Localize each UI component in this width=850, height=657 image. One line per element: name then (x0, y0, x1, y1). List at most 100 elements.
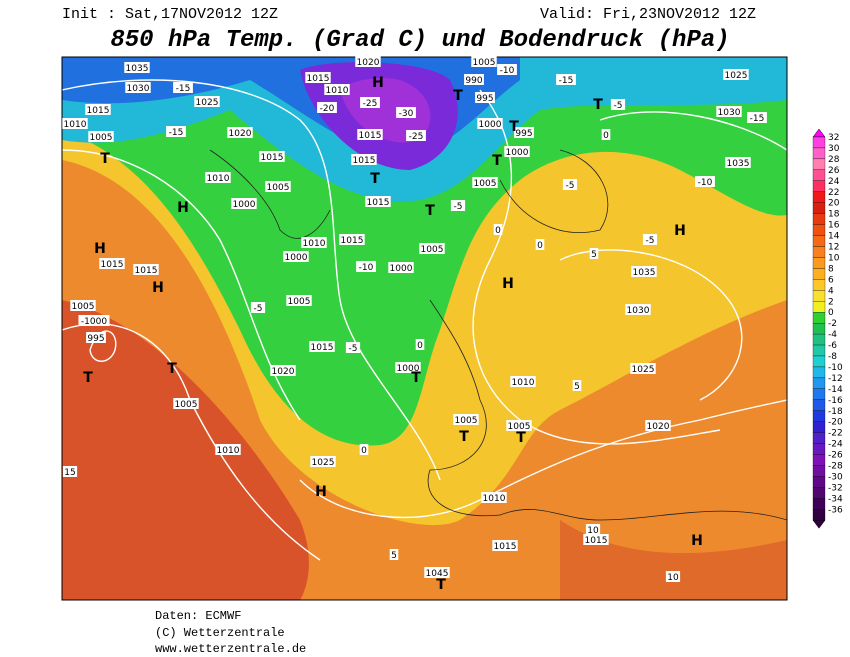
label-box (535, 239, 545, 250)
isoline-label: 1020 (647, 422, 670, 432)
label-box (324, 84, 350, 95)
label-box (481, 492, 507, 503)
isoline-label: 1005 (421, 245, 444, 255)
isoline-label: 1005 (455, 416, 478, 426)
label-box (642, 234, 658, 245)
label-box (215, 444, 241, 455)
label-box (450, 200, 466, 211)
isoline-label: -5 (566, 181, 575, 191)
pressure-center: H (372, 75, 384, 91)
colorbar-segment (812, 476, 826, 488)
colorbar-label: -36 (828, 505, 843, 515)
colorbar-segment (812, 344, 826, 357)
label-box (173, 82, 193, 93)
label-box (365, 196, 391, 207)
isoline-label: 990 (465, 76, 482, 86)
label-box (205, 172, 231, 183)
label-box (723, 69, 749, 80)
colorbar-label: 8 (828, 264, 834, 274)
colorbar-label: -2 (828, 319, 837, 329)
isobars (62, 79, 787, 561)
isoline-label: 1005 (473, 58, 496, 68)
label-box (645, 420, 671, 431)
isoline-label: 1030 (627, 306, 650, 316)
isoline-label: 0 (361, 446, 367, 456)
map-title: 850 hPa Temp. (Grad C) und Bodendruck (h… (110, 27, 729, 54)
colorbar-label: 12 (828, 243, 839, 253)
isoline-label: 1010 (64, 120, 87, 130)
isoline-label: -5 (614, 101, 623, 111)
pressure-center: T (509, 119, 519, 135)
isoline-label: 1005 (474, 179, 497, 189)
isoline-label: 1010 (326, 86, 349, 96)
colorbar-segment (812, 213, 826, 225)
data-source: Daten: ECMWF (155, 609, 241, 623)
pressure-center: T (370, 171, 380, 187)
colorbar-segment (812, 180, 826, 192)
isoline-label: 5 (574, 382, 580, 392)
isoline-label: 1005 (267, 183, 290, 193)
isoline-label: 995 (87, 334, 104, 344)
label-box (497, 64, 517, 75)
isoline-label: -15 (169, 128, 184, 138)
colorbar-segment (812, 158, 826, 170)
isoline-label: 1035 (633, 268, 656, 278)
colorbar-segment (812, 388, 826, 400)
colorbar-segment (812, 235, 826, 247)
isoline-label: -5 (254, 304, 263, 314)
label-box (562, 179, 578, 190)
label-box (351, 154, 377, 165)
colorbar-label: 16 (828, 221, 840, 231)
isoline-label: -20 (320, 104, 335, 114)
cold-core (340, 78, 431, 143)
label-box (583, 534, 609, 545)
colorbar-segment (812, 399, 826, 411)
colorbar-segment (812, 410, 826, 422)
isoline-label: 5 (591, 250, 597, 260)
colorbar-segment (812, 465, 826, 477)
isoline-label: -15 (176, 84, 191, 94)
isoline-label: 1015 (307, 74, 330, 84)
isoline-label: 1030 (127, 84, 150, 94)
isoline-label: 15 (64, 468, 75, 478)
isoline-label: 10 (587, 526, 599, 536)
label-box (133, 264, 159, 275)
isoline-label: 1015 (311, 343, 334, 353)
pressure-center: H (94, 241, 106, 257)
colorbar-label: -24 (828, 440, 843, 450)
coastlines (209, 149, 787, 521)
isoline-label: 1010 (483, 494, 506, 504)
isoline-label: 0 (537, 241, 543, 251)
label-box (227, 127, 253, 138)
colorbar-label: 30 (828, 144, 840, 154)
label-box (665, 571, 681, 582)
isoline-label: 1015 (87, 106, 110, 116)
isoline-label: -25 (363, 99, 378, 109)
colorbar-segment (812, 443, 826, 455)
isoline-label: 1005 (72, 302, 95, 312)
label-box (472, 177, 498, 188)
isoline-label: -30 (399, 109, 414, 119)
isoline-label: 1025 (196, 98, 219, 108)
colorbar-label: 4 (828, 286, 834, 296)
label-box (389, 549, 399, 560)
label-box (359, 444, 369, 455)
isoline-label: 10 (667, 573, 679, 583)
colorbar-segment (812, 322, 826, 335)
label-box (166, 126, 186, 137)
colorbar-cap (812, 520, 826, 529)
isoline-label: 1000 (397, 364, 420, 374)
label-box (62, 466, 78, 477)
label-box (309, 341, 335, 352)
colorbar-segment (812, 377, 826, 389)
colorbar-label: 18 (828, 210, 840, 220)
isoline-label: 995 (476, 94, 493, 104)
colorbar-cap (812, 128, 826, 138)
pressure-center: H (315, 484, 327, 500)
label-box (572, 380, 582, 391)
isoline-label: 0 (417, 341, 423, 351)
label-box (194, 96, 220, 107)
isoline-label: 1015 (261, 153, 284, 163)
isoline-label: 1020 (229, 129, 252, 139)
